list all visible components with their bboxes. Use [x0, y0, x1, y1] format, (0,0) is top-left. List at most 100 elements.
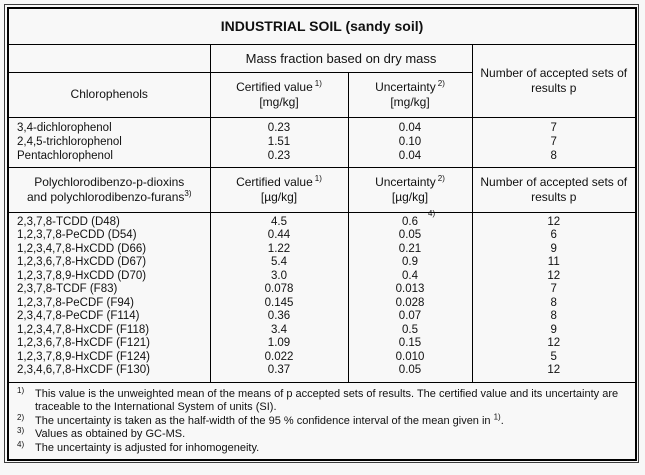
uncertainty-value: 0.4 — [347, 269, 473, 283]
certified-label: Certified value — [236, 174, 313, 189]
table-row: 1,2,3,6,7,8-HxCDD (D67) 5.4 0.9 11 — [7, 256, 637, 270]
uncertainty-label: Uncertainty — [375, 174, 436, 189]
accepted-sets-value: 12 — [471, 364, 637, 383]
accepted-sets-value: 9 — [471, 242, 637, 256]
certified-value: 0.145 — [209, 296, 349, 310]
uncertainty-sup: 2) — [437, 78, 445, 88]
section-header-line2: and polychlorodibenzo-furans — [26, 189, 185, 204]
analyte-name: 2,3,7,8-TCDD (D48) — [7, 211, 211, 229]
uncertainty-value: 0.21 — [347, 242, 473, 256]
footnote-inline-marker: 1) — [493, 411, 501, 421]
table-row: 1,2,3,4,7,8-HxCDD (D66) 1.22 0.21 9 — [7, 242, 637, 256]
table-row: 2,4,5-trichlorophenol 1.51 0.10 7 — [7, 134, 637, 149]
dioxins-section-header: Polychlorodibenzo-p-dioxins and polychlo… — [7, 166, 211, 213]
analyte-name: 1,2,3,7,8,9-HxCDF (F124) — [7, 350, 211, 364]
certified-value: 0.36 — [209, 310, 349, 324]
title-band: INDUSTRIAL SOIL (sandy soil) — [7, 7, 637, 45]
section-header-sup: 3) — [184, 188, 192, 198]
analyte-name: 1,2,3,7,8,9-HxCDD (D70) — [7, 269, 211, 283]
uncertainty-unit: [µg/kg] — [391, 189, 429, 204]
footnotes-band: 1) This value is the unweighted mean of t… — [7, 381, 637, 461]
accepted-sets-value: 7 — [471, 134, 637, 149]
chlorophenols-header-row: Chlorophenols Certified value 1) [mg/kg] … — [7, 72, 636, 118]
analyte-name: 1,2,3,7,8-PeCDF (F94) — [7, 296, 211, 310]
accepted-sets-header-2: Number of accepted sets of results p — [471, 166, 637, 213]
certified-label: Certified value — [236, 79, 313, 94]
analyte-name: 2,4,5-trichlorophenol — [7, 134, 211, 149]
analyte-name: Pentachlorophenol — [7, 148, 211, 168]
section-header-label: Chlorophenols — [70, 87, 148, 101]
accepted-sets-value: 5 — [471, 350, 637, 364]
accepted-sets-value: 9 — [471, 323, 637, 337]
uncertainty-value: 0.5 — [347, 323, 473, 337]
footnotes-row: 1) This value is the unweighted mean of t… — [7, 381, 637, 461]
table-row: Pentachlorophenol 0.23 0.04 8 — [7, 148, 637, 168]
uncertainty-value: 0.04 — [347, 148, 473, 168]
analyte-name: 3,4-dichlorophenol — [7, 116, 211, 135]
analyte-name: 1,2,3,4,7,8-HxCDF (F118) — [7, 323, 211, 337]
chlorophenols-section-header: Chlorophenols — [7, 72, 211, 118]
table-row: 1,2,3,7,8,9-HxCDF (F124) 0.022 0.010 5 — [7, 350, 637, 364]
uncertainty-value: 0.05 — [347, 229, 473, 243]
certified-value: 0.23 — [209, 116, 349, 135]
dioxins-header-band: Polychlorodibenzo-p-dioxins and polychlo… — [7, 166, 637, 213]
analyte-name: 2,3,4,6,7,8-HxCDF (F130) — [7, 364, 211, 383]
certified-value: 3.4 — [209, 323, 349, 337]
accepted-sets-value: 7 — [471, 283, 637, 297]
accepted-sets-value: 8 — [471, 148, 637, 168]
certified-value: 0.022 — [209, 350, 349, 364]
chlorophenols-data-band: 3,4-dichlorophenol 0.23 0.04 7 2,4,5-trichlo… — [7, 116, 637, 168]
certified-values-table: INDUSTRIAL SOIL (sandy soil) Mass fracti… — [7, 7, 638, 461]
certified-value: 5.4 — [209, 256, 349, 270]
uncertainty-value: 0.15 — [347, 337, 473, 351]
uncertainty-value: 0.07 — [347, 310, 473, 324]
uncertainty-value: 0.013 — [347, 283, 473, 297]
uncertainty-value: 0.6 4) — [347, 209, 473, 229]
certified-unit: [µg/kg] — [260, 189, 298, 204]
table-row: 1,2,3,4,7,8-HxCDF (F118) 3.4 0.5 9 — [7, 323, 637, 337]
certified-value: 1.51 — [209, 134, 349, 149]
header-band: Mass fraction based on dry mass Number o… — [7, 43, 637, 118]
certified-value: 0.37 — [209, 364, 349, 383]
accepted-sets-value: 11 — [471, 256, 637, 270]
accepted-sets-value: 12 — [471, 211, 637, 229]
accepted-sets-value: 8 — [471, 296, 637, 310]
footnote-text: The uncertainty is taken as the half-wid… — [35, 414, 494, 427]
table-row: 2,3,7,8-TCDD (D48) 4.5 0.6 4) 12 — [7, 209, 637, 229]
footnote-text: The uncertainty is adjusted for inhomoge… — [35, 441, 260, 454]
footnotes-list: 1) This value is the unweighted mean of t… — [15, 385, 627, 456]
analyte-name: 1,2,3,7,8-PeCDD (D54) — [7, 229, 211, 243]
table-row: 3,4-dichlorophenol 0.23 0.04 7 — [7, 116, 637, 135]
certified-value-header-mg: Certified value 1) [mg/kg] — [209, 72, 349, 118]
analyte-name: 1,2,3,6,7,8-HxCDD (D67) — [7, 256, 211, 270]
accepted-sets-value: 6 — [471, 229, 637, 243]
uncertainty-header-ug: Uncertainty 2) [µg/kg] — [347, 166, 473, 213]
certified-unit: [mg/kg] — [259, 94, 299, 109]
certified-value: 0.23 — [209, 148, 349, 168]
uncertainty-unit: [mg/kg] — [390, 94, 430, 109]
certified-sup: 1) — [314, 78, 322, 88]
accepted-sets-value: 7 — [471, 116, 637, 135]
table-row: 1,2,3,6,7,8-HxCDF (F121) 1.09 0.15 12 — [7, 337, 637, 351]
footnotes-cell: 1) This value is the unweighted mean of t… — [7, 381, 637, 461]
uncertainty-label: Uncertainty — [375, 79, 436, 94]
table-frame: INDUSTRIAL SOIL (sandy soil) Mass fracti… — [4, 4, 639, 463]
footnote: 3) Values as obtained by GC-MS. — [17, 426, 186, 441]
dioxins-data-band: 2,3,7,8-TCDD (D48) 4.5 0.6 4) 12 1,2,3,7,8-Pe… — [7, 209, 637, 383]
accepted-sets-header: Number of accepted sets of results p — [471, 43, 637, 117]
footnote: 2) The uncertainty is taken as the half-w… — [17, 411, 504, 427]
section-header-line1: Polychlorodibenzo-p-dioxins — [34, 174, 185, 189]
table-title: INDUSTRIAL SOIL (sandy soil) — [7, 7, 637, 45]
dioxins-header-row: Polychlorodibenzo-p-dioxins and polychlo… — [7, 166, 637, 213]
footnote: 1) This value is the unweighted mean of t… — [17, 385, 619, 413]
analyte-name: 1,2,3,4,7,8-HxCDD (D66) — [7, 242, 211, 256]
analyte-name: 1,2,3,6,7,8-HxCDF (F121) — [7, 337, 211, 351]
group-header: Mass fraction based on dry mass — [209, 43, 473, 73]
title-row: INDUSTRIAL SOIL (sandy soil) — [7, 7, 637, 45]
uncertainty-header-mg: Uncertainty 2) [mg/kg] — [347, 72, 473, 118]
table-row: 2,3,4,6,7,8-HxCDF (F130) 0.37 0.05 12 — [7, 364, 637, 383]
table-row: 2,3,7,8-TCDF (F83) 0.078 0.013 7 — [7, 283, 637, 297]
certified-value: 0.078 — [209, 283, 349, 297]
empty-header-cell — [7, 43, 211, 73]
certified-value: 3.0 — [209, 269, 349, 283]
